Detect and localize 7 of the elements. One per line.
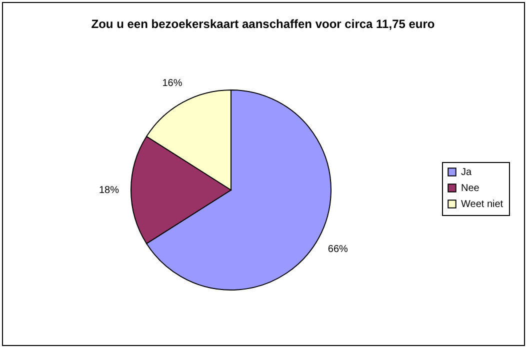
legend-label: Ja bbox=[461, 167, 472, 178]
legend-label: Weet niet bbox=[461, 199, 504, 210]
chart-title: Zou u een bezoekerskaart aanschaffen voor circa 11,75 euro bbox=[91, 17, 435, 31]
legend-label: Nee bbox=[461, 183, 480, 194]
data-label: 66% bbox=[328, 244, 348, 255]
data-label: 18% bbox=[98, 185, 120, 196]
data-label: 16% bbox=[162, 78, 182, 90]
